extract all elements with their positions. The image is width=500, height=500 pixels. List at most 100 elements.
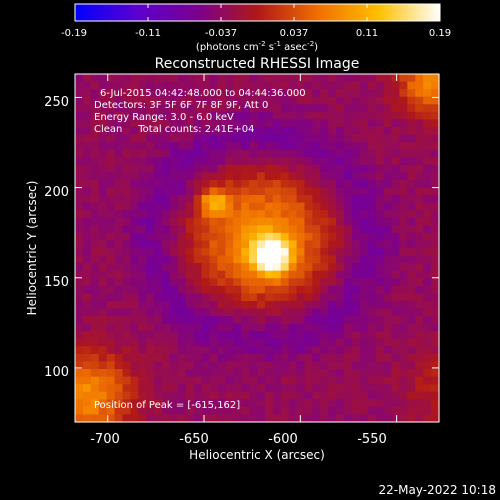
heatmap-cell (193, 96, 203, 105)
heatmap-cell (351, 353, 361, 363)
heatmap-cell (193, 134, 203, 143)
heatmap-cell (233, 391, 242, 400)
heatmap-cell (75, 81, 84, 90)
heatmap-cell (146, 119, 155, 128)
heatmap-cell (431, 361, 440, 370)
heatmap-cell (415, 187, 424, 196)
heatmap-cell (138, 376, 147, 385)
heatmap-cell (328, 263, 337, 272)
heatmap-cell (423, 361, 432, 370)
heatmap-cell (383, 164, 393, 173)
heatmap-cell (367, 142, 377, 151)
heatmap-cell (241, 353, 250, 363)
heatmap-cell (233, 308, 242, 317)
heatmap-cell (336, 210, 345, 219)
heatmap-cell (169, 225, 179, 234)
heatmap-cell (320, 308, 329, 317)
heatmap-cell (272, 111, 282, 120)
heatmap-cell (272, 384, 282, 393)
heatmap-cell (82, 331, 92, 340)
heatmap-cell (407, 157, 416, 166)
heatmap-cell (296, 149, 306, 158)
heatmap-cell (249, 353, 258, 363)
heatmap-cell (312, 384, 321, 393)
heatmap-cell (272, 300, 282, 310)
heatmap-cell (415, 384, 424, 393)
heatmap-cell (344, 74, 353, 83)
heatmap-cell (351, 149, 361, 158)
heatmap-cell (146, 187, 155, 196)
heatmap-cell (264, 406, 274, 416)
heatmap-cell (75, 119, 84, 128)
heatmap-cell (193, 179, 203, 189)
heatmap-cell (241, 376, 250, 385)
heatmap-cell (264, 399, 274, 408)
heatmap-cell (272, 285, 282, 294)
heatmap-cell (351, 195, 361, 204)
heatmap-cell (249, 96, 258, 105)
heatmap-cell (201, 361, 211, 370)
heatmap-cell (328, 111, 337, 120)
heatmap-cell (138, 361, 147, 370)
heatmap-cell (90, 202, 100, 211)
heatmap-cell (217, 316, 226, 325)
heatmap-cell (288, 104, 298, 113)
heatmap-cell (257, 157, 266, 166)
heatmap-cell (280, 414, 290, 423)
heatmap-cell (423, 255, 432, 264)
heatmap-cell (162, 323, 171, 332)
heatmap-cell (154, 217, 163, 226)
heatmap-cell (217, 217, 226, 226)
heatmap-cell (177, 278, 187, 287)
heatmap-cell (431, 308, 440, 317)
heatmap-cell (90, 126, 100, 136)
heatmap-cell (391, 391, 401, 400)
heatmap-cell (399, 353, 408, 363)
heatmap-cell (431, 126, 440, 136)
heatmap-cell (193, 172, 203, 181)
heatmap-cell (312, 74, 321, 83)
heatmap-cell (90, 323, 100, 332)
heatmap-cell (98, 369, 108, 378)
heatmap-cell (98, 270, 108, 279)
heatmap-cell (359, 331, 369, 340)
heatmap-cell (75, 225, 84, 234)
heatmap-cell (209, 338, 219, 347)
heatmap-cell (391, 331, 401, 340)
heatmap-cell (90, 255, 100, 264)
heatmap-cell (201, 111, 211, 120)
heatmap-cell (114, 278, 124, 287)
heatmap-cell (328, 202, 337, 211)
heatmap-cell (249, 263, 258, 272)
heatmap-cell (391, 89, 401, 98)
heatmap-cell (146, 172, 155, 181)
heatmap-cell (122, 316, 131, 325)
heatmap-cell (336, 285, 345, 294)
heatmap-cell (391, 111, 401, 120)
heatmap-cell (296, 331, 306, 340)
heatmap-cell (336, 353, 345, 363)
heatmap-cell (146, 391, 155, 400)
heatmap-cell (154, 308, 163, 317)
heatmap-cell (154, 278, 163, 287)
heatmap-cell (375, 270, 385, 279)
heatmap-cell (75, 414, 84, 423)
heatmap-cell (138, 406, 147, 416)
heatmap-cell (90, 157, 100, 166)
heatmap-cell (344, 361, 353, 370)
heatmap-cell (399, 406, 408, 416)
heatmap-cell (407, 81, 416, 90)
heatmap-cell (122, 353, 131, 363)
heatmap-cell (375, 293, 385, 302)
heatmap-cell (201, 81, 211, 90)
heatmap-cell (169, 338, 179, 347)
heatmap-cell (114, 142, 124, 151)
heatmap-cell (162, 384, 171, 393)
heatmap-cell (375, 149, 385, 158)
heatmap-cell (106, 278, 116, 287)
heatmap-cell (375, 134, 385, 143)
heatmap-cell (249, 202, 258, 211)
heatmap-cell (162, 308, 171, 317)
heatmap-cell (431, 391, 440, 400)
heatmap-cell (336, 232, 345, 242)
